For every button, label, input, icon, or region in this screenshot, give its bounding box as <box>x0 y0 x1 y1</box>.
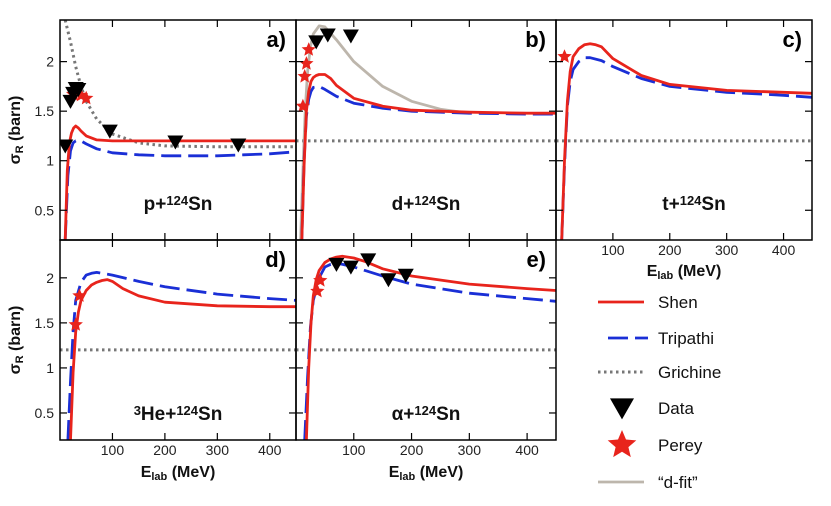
x-axis-label-c: Elab (MeV) <box>647 263 722 282</box>
panel-c-x-tick-label: 100 <box>601 242 625 258</box>
panel-b-data-point <box>342 29 359 44</box>
panel-e-letter: e) <box>526 247 546 272</box>
panel-e-x-tick-label: 200 <box>400 442 424 458</box>
panel-b-reaction-label: d+124Sn <box>392 193 461 215</box>
panel-a-data-point <box>60 139 74 154</box>
panel-d-y-tick-label: 0.5 <box>35 405 55 421</box>
legend-item-data: Data <box>610 398 694 420</box>
panel-d-letter: d) <box>265 247 286 272</box>
panel-e-data-point <box>328 257 345 272</box>
panel-e: 100 200 300 400 e) α+124Sn <box>295 239 557 458</box>
panel-a-y-tick-label: 0.5 <box>35 202 55 218</box>
panel-d-x-tick-label: 200 <box>153 442 177 458</box>
panel-a-data-point <box>62 94 79 109</box>
legend: Shen Tripathi Grichine Data Perey “d-fit” <box>598 293 721 492</box>
panel-e-data-point <box>380 273 397 288</box>
panel-a: 0.5 1 1.5 2 a) p+124Sn <box>35 19 297 241</box>
panel-c-shen-line <box>560 42 812 240</box>
panel-a-y-tick-label: 1 <box>46 153 54 169</box>
panel-a-perey-point <box>79 90 94 105</box>
panel-a-letter: a) <box>266 27 286 52</box>
legend-tripathi-label: Tripathi <box>658 329 714 348</box>
x-axis-label-e: Elab (MeV) <box>389 464 464 483</box>
legend-perey-label: Perey <box>658 436 703 455</box>
panel-b-tripathi-line <box>300 85 556 240</box>
panel-d-reaction-label: 3He+124Sn <box>134 403 223 425</box>
panel-b-perey-point <box>297 69 312 83</box>
panel-e-perey-point <box>313 273 328 287</box>
panel-c-x-tick-label: 400 <box>772 242 796 258</box>
panel-a-grichine-line <box>63 20 296 149</box>
legend-item-tripathi: Tripathi <box>608 329 714 348</box>
panel-b-perey-point <box>301 42 316 56</box>
panel-e-x-tick-label: 300 <box>458 442 482 458</box>
panel-c-plot-area <box>556 42 812 240</box>
legend-data-swatch <box>610 398 634 420</box>
panel-e-data-point <box>360 253 377 268</box>
panel-d-x-tick-label: 300 <box>206 442 230 458</box>
panel-e-frame <box>295 239 557 441</box>
panel-c-x-tick-label: 200 <box>658 242 682 258</box>
panel-e-data-point <box>342 260 359 275</box>
panel-d-shen-line <box>69 278 296 440</box>
panel-a-plot-area <box>60 20 296 240</box>
panel-b-shen-line <box>300 73 556 240</box>
panel-e-data-point <box>397 268 414 283</box>
panel-a-data-point <box>167 135 184 150</box>
panel-a-y-tick-label: 1.5 <box>35 103 55 119</box>
panel-b-plot-area <box>296 24 556 240</box>
panel-c-reaction-label: t+124Sn <box>662 193 725 215</box>
panel-b-letter: b) <box>525 27 546 52</box>
panel-a-reaction-label: p+124Sn <box>144 193 213 215</box>
panel-a-data-point <box>70 82 87 97</box>
legend-shen-label: Shen <box>658 293 698 312</box>
panel-e-shen-line <box>305 254 556 440</box>
panel-c-x-tick-label: 300 <box>715 242 739 258</box>
panel-b-perey-point <box>299 56 314 70</box>
panel-d-y-tick-label: 2 <box>46 270 54 286</box>
panel-d: 100 200 300 400 0.5 1 1.5 2 d) 3He+124Sn <box>35 239 297 458</box>
panel-b: b) d+124Sn <box>295 19 557 241</box>
panel-e-reaction-label: α+124Sn <box>392 403 461 425</box>
panel-b-perey-point <box>296 98 311 113</box>
legend-item-perey: Perey <box>607 430 703 458</box>
panel-c-letter: c) <box>782 27 802 52</box>
panel-c-frame <box>555 19 813 241</box>
panel-b-data-point <box>319 28 336 43</box>
panel-e-x-tick-label: 400 <box>515 442 539 458</box>
panel-a-data-point <box>230 138 247 153</box>
panel-a-y-tick-label: 2 <box>46 54 54 70</box>
legend-data-label: Data <box>658 399 694 418</box>
legend-item-dfit: “d-fit” <box>598 473 698 492</box>
y-axis-label-bottom: σR (barn) <box>7 306 26 375</box>
panel-a-data-point <box>101 124 118 139</box>
legend-item-grichine: Grichine <box>598 363 721 382</box>
legend-perey-swatch <box>607 430 637 458</box>
y-axis-label-top: σR (barn) <box>7 96 26 165</box>
legend-grichine-label: Grichine <box>658 363 721 382</box>
panel-a-shen-line <box>63 124 296 240</box>
panel-d-perey-point <box>68 317 83 331</box>
panel-e-perey-point <box>310 283 325 298</box>
panel-d-x-tick-label: 100 <box>101 442 125 458</box>
panel-a-tripathi-line <box>63 139 296 240</box>
panel-d-y-tick-label: 1.5 <box>35 315 55 331</box>
panel-e-plot-area <box>296 253 556 440</box>
legend-item-shen: Shen <box>598 293 698 312</box>
panel-c: 100 200 300 400 c) t+124Sn <box>555 19 813 258</box>
panel-d-x-tick-label: 400 <box>258 442 282 458</box>
panel-d-plot-area <box>60 271 296 440</box>
legend-dfit-label: “d-fit” <box>658 473 698 492</box>
x-axis-label-d: Elab (MeV) <box>141 464 216 483</box>
panel-c-perey-point <box>557 49 572 63</box>
panel-e-x-tick-label: 100 <box>342 442 366 458</box>
panel-b-data-point <box>308 35 325 50</box>
panel-d-y-tick-label: 1 <box>46 360 54 376</box>
panel-d-perey-point <box>72 288 87 302</box>
